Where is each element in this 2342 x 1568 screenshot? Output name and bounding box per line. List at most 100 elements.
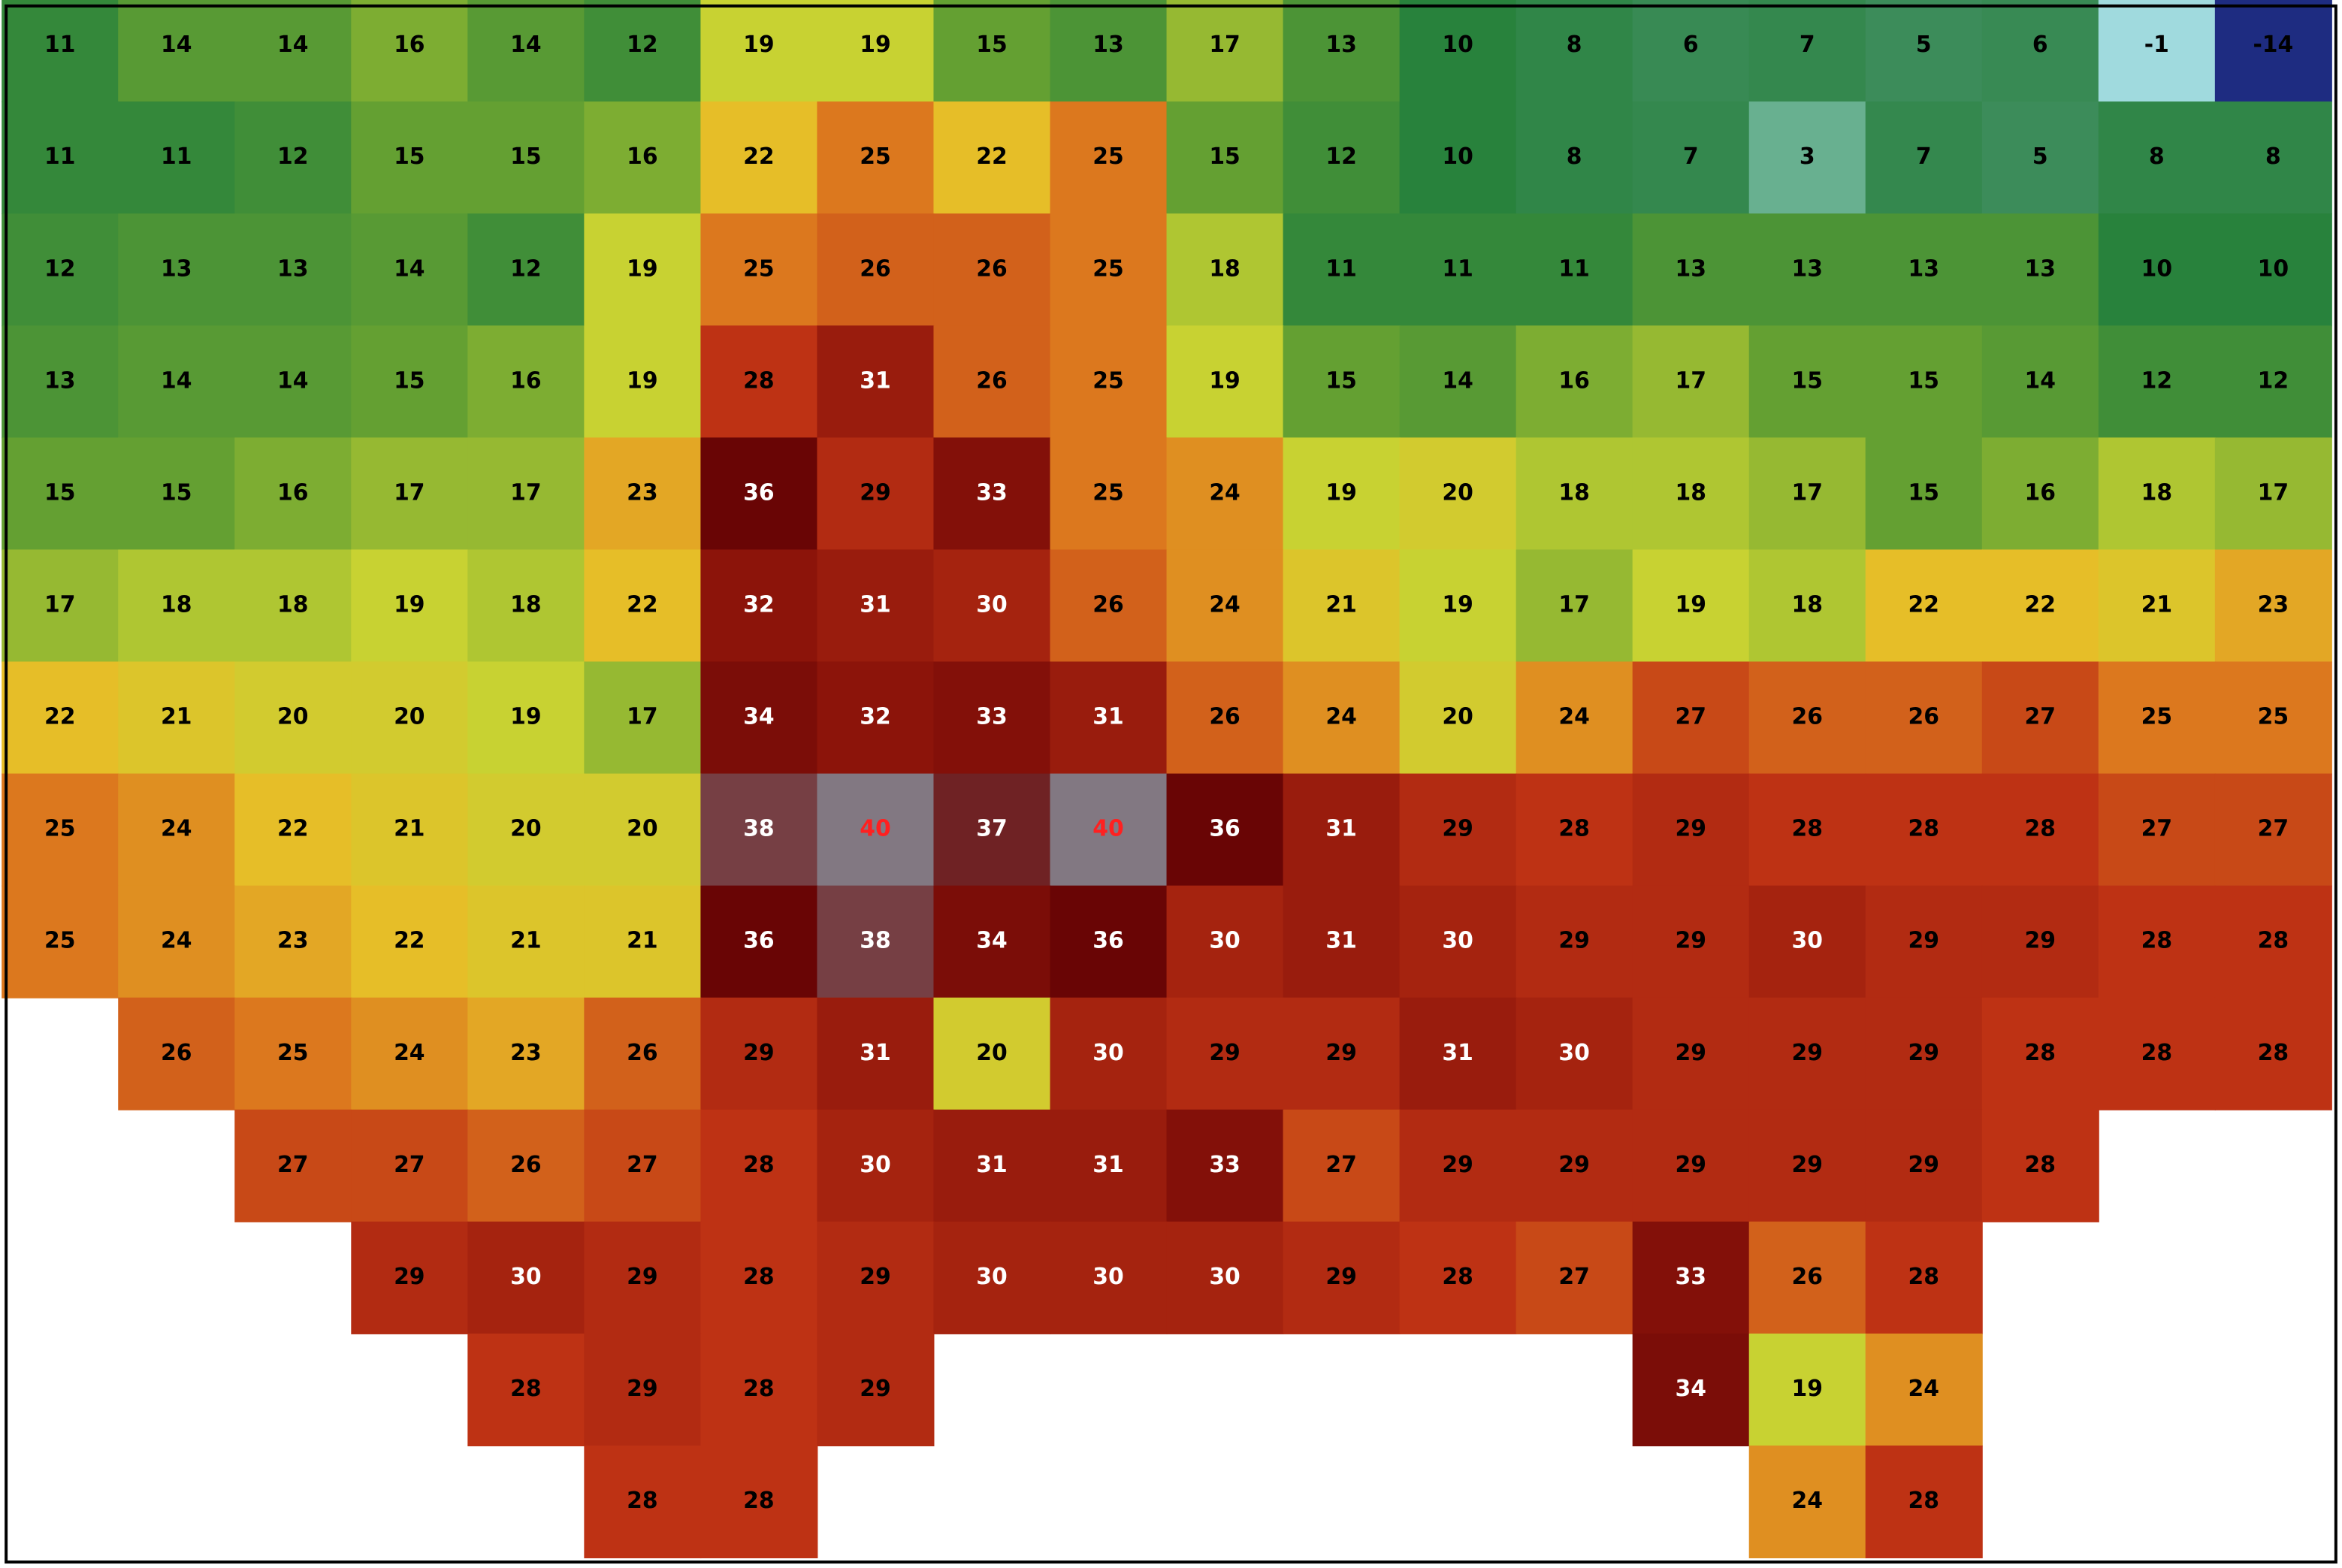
temperature-cell (2, 0, 119, 103)
temperature-cell (700, 997, 818, 1110)
temperature-cell (700, 885, 818, 999)
temperature-label: 19 (627, 255, 657, 282)
temperature-cell (234, 1109, 352, 1222)
temperature-label: 28 (1908, 816, 1939, 842)
temperature-cell (467, 1221, 585, 1334)
temperature-label: 25 (860, 144, 890, 170)
temperature-label: 28 (743, 1376, 774, 1402)
temperature-label: 27 (1675, 704, 1706, 730)
temperature-label: 27 (2141, 816, 2172, 842)
temperature-cell (1516, 549, 1633, 663)
temperature-cell (351, 213, 469, 327)
temperature-label: 26 (161, 1040, 192, 1066)
temperature-cell (933, 101, 1051, 215)
temperature-label: 23 (510, 1040, 541, 1066)
temperature-label: 20 (627, 816, 657, 842)
temperature-cell (1516, 773, 1633, 887)
temperature-cell (1283, 661, 1401, 775)
temperature-cell (584, 1109, 702, 1222)
temperature-cell (1516, 101, 1633, 215)
temperature-label: 25 (44, 928, 75, 954)
temperature-label: 10 (2258, 255, 2289, 282)
temperature-label: 10 (1442, 32, 1473, 58)
temperature-label: 30 (1791, 928, 1822, 954)
temperature-cell (1865, 213, 1983, 327)
temperature-cell (817, 549, 935, 663)
temperature-cell (1050, 997, 1168, 1110)
temperature-label: 27 (2258, 816, 2289, 842)
temperature-cell (817, 0, 935, 103)
temperature-label: 25 (743, 255, 774, 282)
temperature-cell (118, 661, 236, 775)
temperature-label: 28 (1442, 1264, 1473, 1290)
temperature-cell (467, 213, 585, 327)
temperature-label: 18 (1675, 479, 1706, 506)
temperature-label: 15 (1908, 367, 1939, 394)
temperature-label: 24 (1209, 479, 1240, 506)
temperature-label: 16 (627, 144, 657, 170)
temperature-label: 16 (2025, 479, 2056, 506)
temperature-cell (1865, 0, 1983, 103)
temperature-label: 40 (1092, 816, 1123, 842)
temperature-label: 28 (2025, 1152, 2056, 1178)
temperature-cell (234, 213, 352, 327)
temperature-cell (118, 0, 236, 103)
temperature-label: 29 (1209, 1040, 1240, 1066)
temperature-label: 19 (1675, 591, 1706, 618)
temperature-label: 31 (860, 591, 890, 618)
temperature-cell (1166, 997, 1284, 1110)
temperature-cell (1399, 325, 1517, 439)
temperature-label: 14 (394, 255, 425, 282)
temperature-label: 29 (1325, 1040, 1356, 1066)
temperature-label: 23 (627, 479, 657, 506)
temperature-label: 29 (1675, 1152, 1706, 1178)
temperature-label: 26 (976, 255, 1007, 282)
temperature-label: 14 (161, 32, 192, 58)
temperature-cell (700, 1221, 818, 1334)
temperature-label: 12 (2141, 367, 2172, 394)
temperature-label: 12 (44, 255, 75, 282)
temperature-label: 20 (976, 1040, 1007, 1066)
temperature-cell (1865, 1221, 1983, 1334)
temperature-label: 16 (510, 367, 541, 394)
temperature-cell (933, 549, 1051, 663)
temperature-cell (1865, 101, 1983, 215)
temperature-label: 12 (627, 32, 657, 58)
temperature-label: 33 (976, 704, 1007, 730)
temperature-label: 31 (1442, 1040, 1473, 1066)
temperature-cell (2098, 997, 2216, 1110)
temperature-cell (1050, 661, 1168, 775)
temperature-label: 29 (627, 1264, 657, 1290)
temperature-label: 22 (394, 928, 425, 954)
temperature-label: 26 (1791, 1264, 1822, 1290)
temperature-label: 25 (2258, 704, 2289, 730)
temperature-label: 20 (1442, 704, 1473, 730)
temperature-cell (467, 325, 585, 439)
temperature-label: 13 (1092, 32, 1123, 58)
temperature-label: 31 (860, 1040, 890, 1066)
temperature-label: 26 (976, 367, 1007, 394)
temperature-label: 23 (277, 928, 308, 954)
temperature-cell (2214, 0, 2332, 103)
temperature-cell (1166, 885, 1284, 999)
temperature-label: 29 (394, 1264, 425, 1290)
temperature-label: 17 (44, 591, 75, 618)
temperature-cell (2098, 213, 2216, 327)
temperature-label: 29 (1675, 1040, 1706, 1066)
temperature-label: 18 (1209, 255, 1240, 282)
temperature-label: 13 (1791, 255, 1822, 282)
temperature-label: 26 (860, 255, 890, 282)
temperature-cell (2098, 325, 2216, 439)
temperature-cell (467, 997, 585, 1110)
temperature-cell (234, 325, 352, 439)
temperature-cell (817, 1333, 935, 1447)
temperature-label: 13 (1908, 255, 1939, 282)
temperature-cell (933, 0, 1051, 103)
temperature-label: 29 (1558, 928, 1589, 954)
temperature-cell (584, 213, 702, 327)
temperature-label: 15 (44, 479, 75, 506)
temperature-cell (1632, 1109, 1750, 1222)
temperature-label: 37 (976, 816, 1007, 842)
temperature-cell (1166, 0, 1284, 103)
temperature-cell (1399, 1221, 1517, 1334)
